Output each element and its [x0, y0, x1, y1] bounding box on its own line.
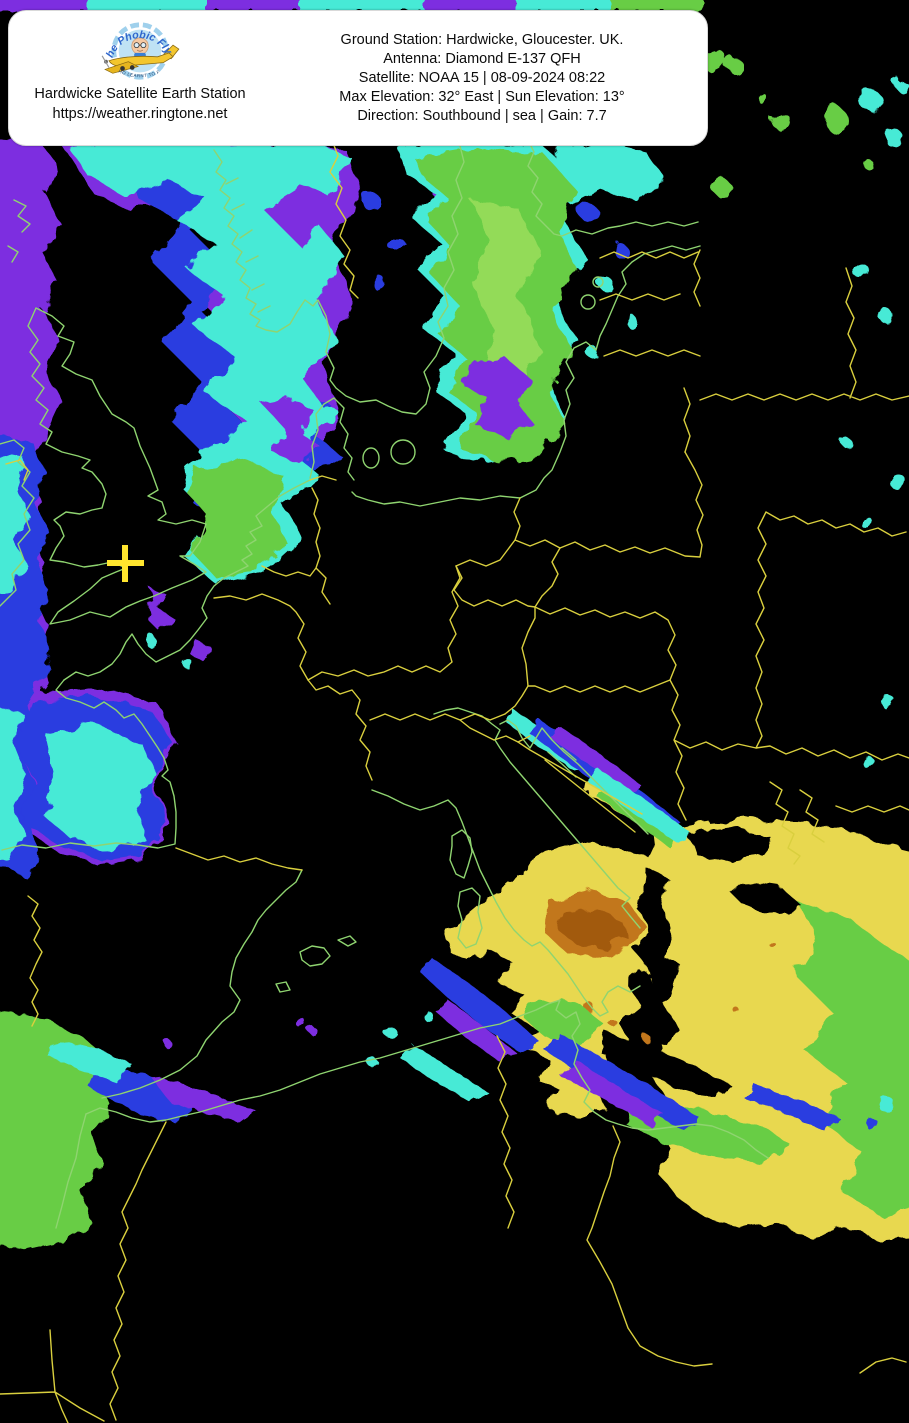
- info-line-elevation: Max Elevation: 32° East | Sun Elevation:…: [339, 88, 625, 105]
- country-borders: [0, 139, 909, 1423]
- clear-sky-gaps: [600, 828, 802, 1100]
- cloud-streak-accents: [48, 358, 894, 1130]
- pass-info-block: Ground Station: Hardwicke, Gloucester. U…: [271, 11, 707, 145]
- info-line-direction: Direction: Southbound | sea | Gain: 7.7: [357, 107, 607, 124]
- info-line-ground-station: Ground Station: Hardwicke, Gloucester. U…: [340, 31, 624, 48]
- branding-block: The Phobic Flyer WHO LEARNT TO FLY Hardw…: [9, 11, 271, 145]
- ground-station-marker: [107, 545, 144, 582]
- cloud-layer-orange: [546, 890, 773, 1044]
- coastlines: [0, 139, 769, 1229]
- cloud-top-strip: [0, 0, 702, 12]
- station-name: Hardwicke Satellite Earth Station: [34, 86, 246, 102]
- info-line-satellite: Satellite: NOAA 15 | 08-09-2024 08:22: [358, 69, 606, 86]
- station-website: https://weather.ringtone.net: [52, 106, 228, 122]
- info-line-antenna: Antenna: Diamond E-137 QFH: [383, 50, 581, 67]
- header-panel: The Phobic Flyer WHO LEARNT TO FLY Hardw…: [8, 10, 708, 146]
- phobic-flyer-logo: The Phobic Flyer WHO LEARNT TO FLY: [88, 16, 180, 80]
